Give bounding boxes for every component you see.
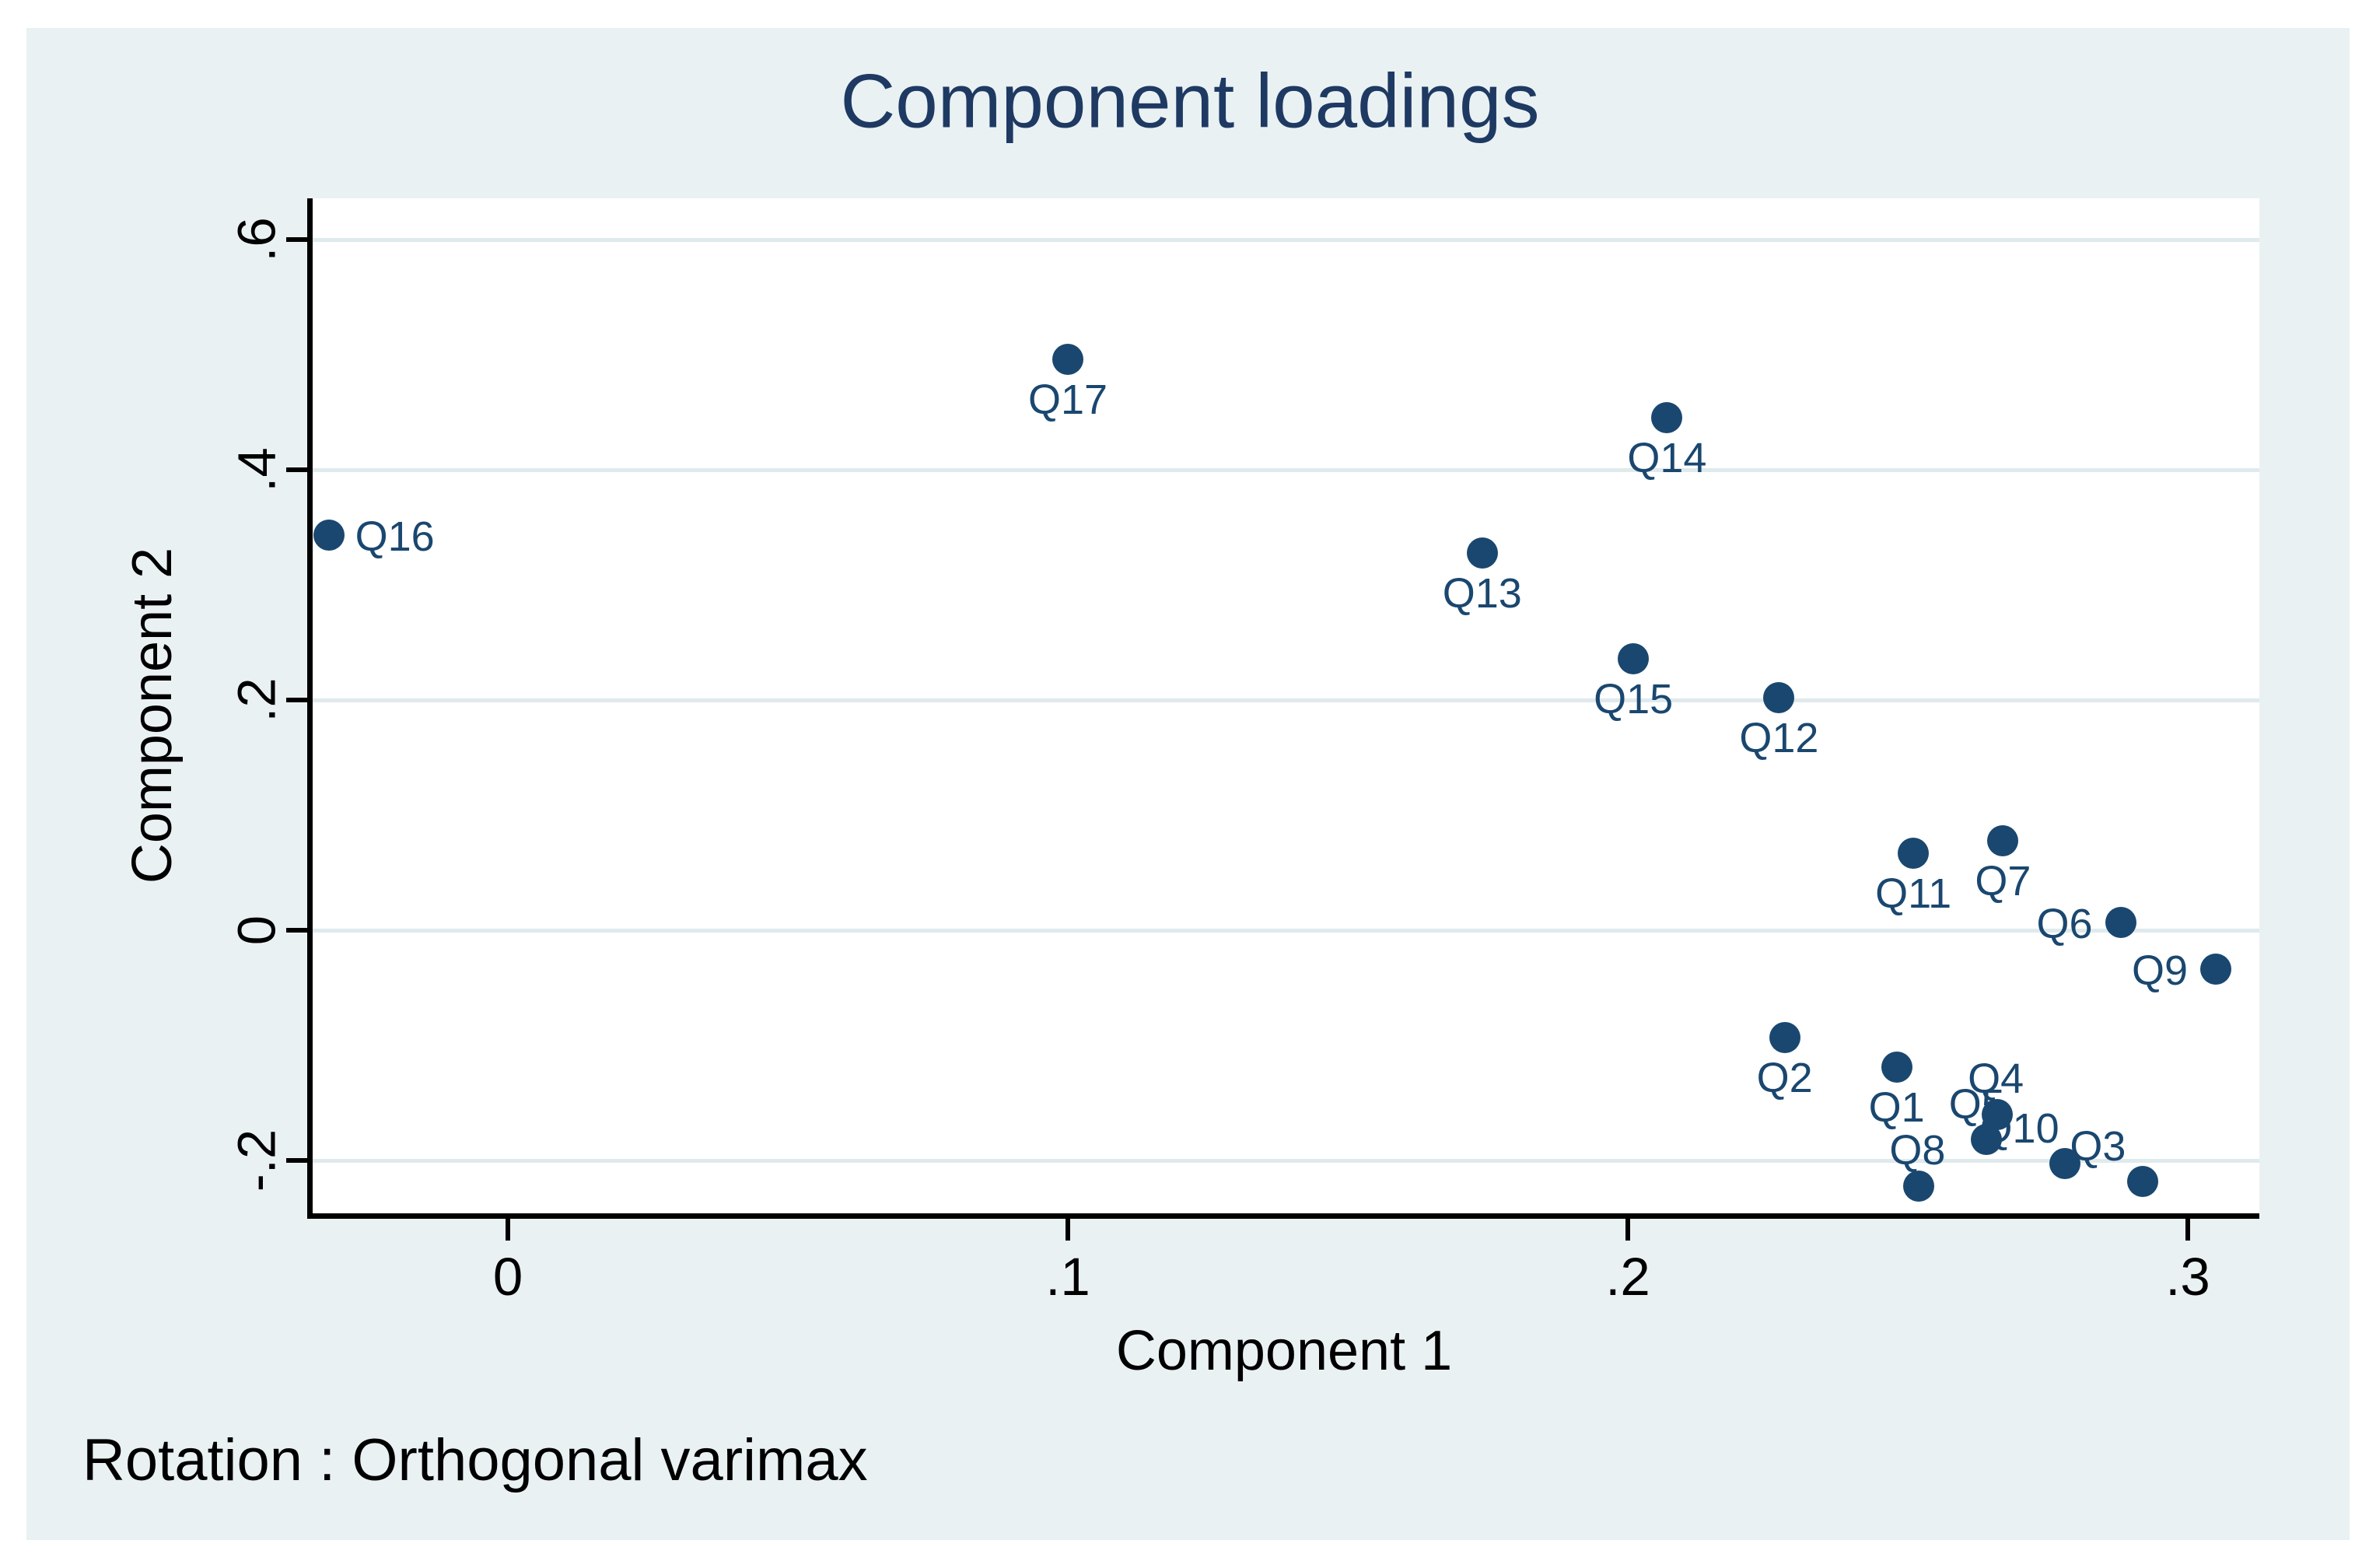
data-point-Q3 xyxy=(2127,1165,2159,1197)
rotation-note: Rotation : Orthogonal varimax xyxy=(82,1427,868,1493)
chart-title: Component loadings xyxy=(840,58,1540,144)
data-point-Q16 xyxy=(313,520,345,551)
x-tick-label: 0 xyxy=(492,1247,523,1307)
point-label-Q16: Q16 xyxy=(355,513,435,561)
y-tick-mark xyxy=(286,237,307,242)
point-label-Q12: Q12 xyxy=(1739,715,1819,762)
y-tick-label: .6 xyxy=(226,217,287,262)
point-label-Q2: Q2 xyxy=(1756,1054,1813,1101)
gridline-y--.2 xyxy=(313,1159,2259,1163)
point-label-Q11: Q11 xyxy=(1875,870,1952,917)
data-point-Q9 xyxy=(2200,954,2231,985)
y-tick-mark xyxy=(286,928,307,933)
x-tick-label: .2 xyxy=(1605,1247,1650,1307)
point-label-Q17: Q17 xyxy=(1027,376,1108,423)
y-axis-line xyxy=(307,198,313,1219)
x-axis-line xyxy=(307,1213,2259,1219)
x-tick-mark xyxy=(2185,1219,2190,1241)
gridline-y-.6 xyxy=(313,238,2259,242)
y-tick-mark xyxy=(286,467,307,472)
gridline-y-0 xyxy=(313,929,2259,933)
y-tick-mark xyxy=(286,1158,307,1163)
y-tick-label: .4 xyxy=(226,447,287,492)
x-axis-title: Component 1 xyxy=(1115,1320,1453,1382)
data-point-Q1 xyxy=(1881,1052,1912,1083)
y-axis-title: Component 2 xyxy=(121,547,184,884)
point-label-Q1: Q1 xyxy=(1868,1084,1925,1132)
x-tick-mark xyxy=(1625,1219,1630,1241)
y-tick-label: -.2 xyxy=(226,1129,287,1192)
data-point-Q5 xyxy=(1970,1124,2002,1156)
data-point-Q11 xyxy=(1898,837,1930,869)
point-label-Q14: Q14 xyxy=(1627,435,1707,482)
data-point-Q2 xyxy=(1769,1021,1800,1053)
x-tick-mark xyxy=(506,1219,510,1241)
point-label-Q8: Q8 xyxy=(1889,1126,1946,1174)
point-label-Q13: Q13 xyxy=(1442,569,1522,617)
data-point-Q10 xyxy=(2049,1148,2080,1180)
point-label-Q15: Q15 xyxy=(1594,675,1674,723)
x-tick-label: .1 xyxy=(1045,1247,1090,1307)
point-label-Q4: Q4 xyxy=(1968,1055,2024,1102)
data-point-Q12 xyxy=(1763,682,1795,714)
plot-region xyxy=(310,198,2259,1216)
gridline-y-.2 xyxy=(313,698,2259,702)
x-tick-label: .3 xyxy=(2165,1247,2210,1307)
data-point-Q13 xyxy=(1466,537,1498,569)
point-label-Q6: Q6 xyxy=(2036,900,2093,947)
y-tick-label: 0 xyxy=(226,915,287,946)
data-point-Q15 xyxy=(1618,642,1650,674)
point-label-Q7: Q7 xyxy=(1975,857,2031,905)
x-tick-mark xyxy=(1066,1219,1070,1241)
data-point-Q14 xyxy=(1651,402,1683,434)
y-tick-mark xyxy=(286,698,307,702)
data-point-Q6 xyxy=(2105,906,2136,938)
data-point-Q8 xyxy=(1903,1170,1935,1202)
y-tick-label: .2 xyxy=(226,677,287,723)
gridline-y-.4 xyxy=(313,468,2259,472)
data-point-Q7 xyxy=(1987,824,2019,856)
point-label-Q9: Q9 xyxy=(2131,947,2188,995)
data-point-Q17 xyxy=(1052,343,1083,375)
